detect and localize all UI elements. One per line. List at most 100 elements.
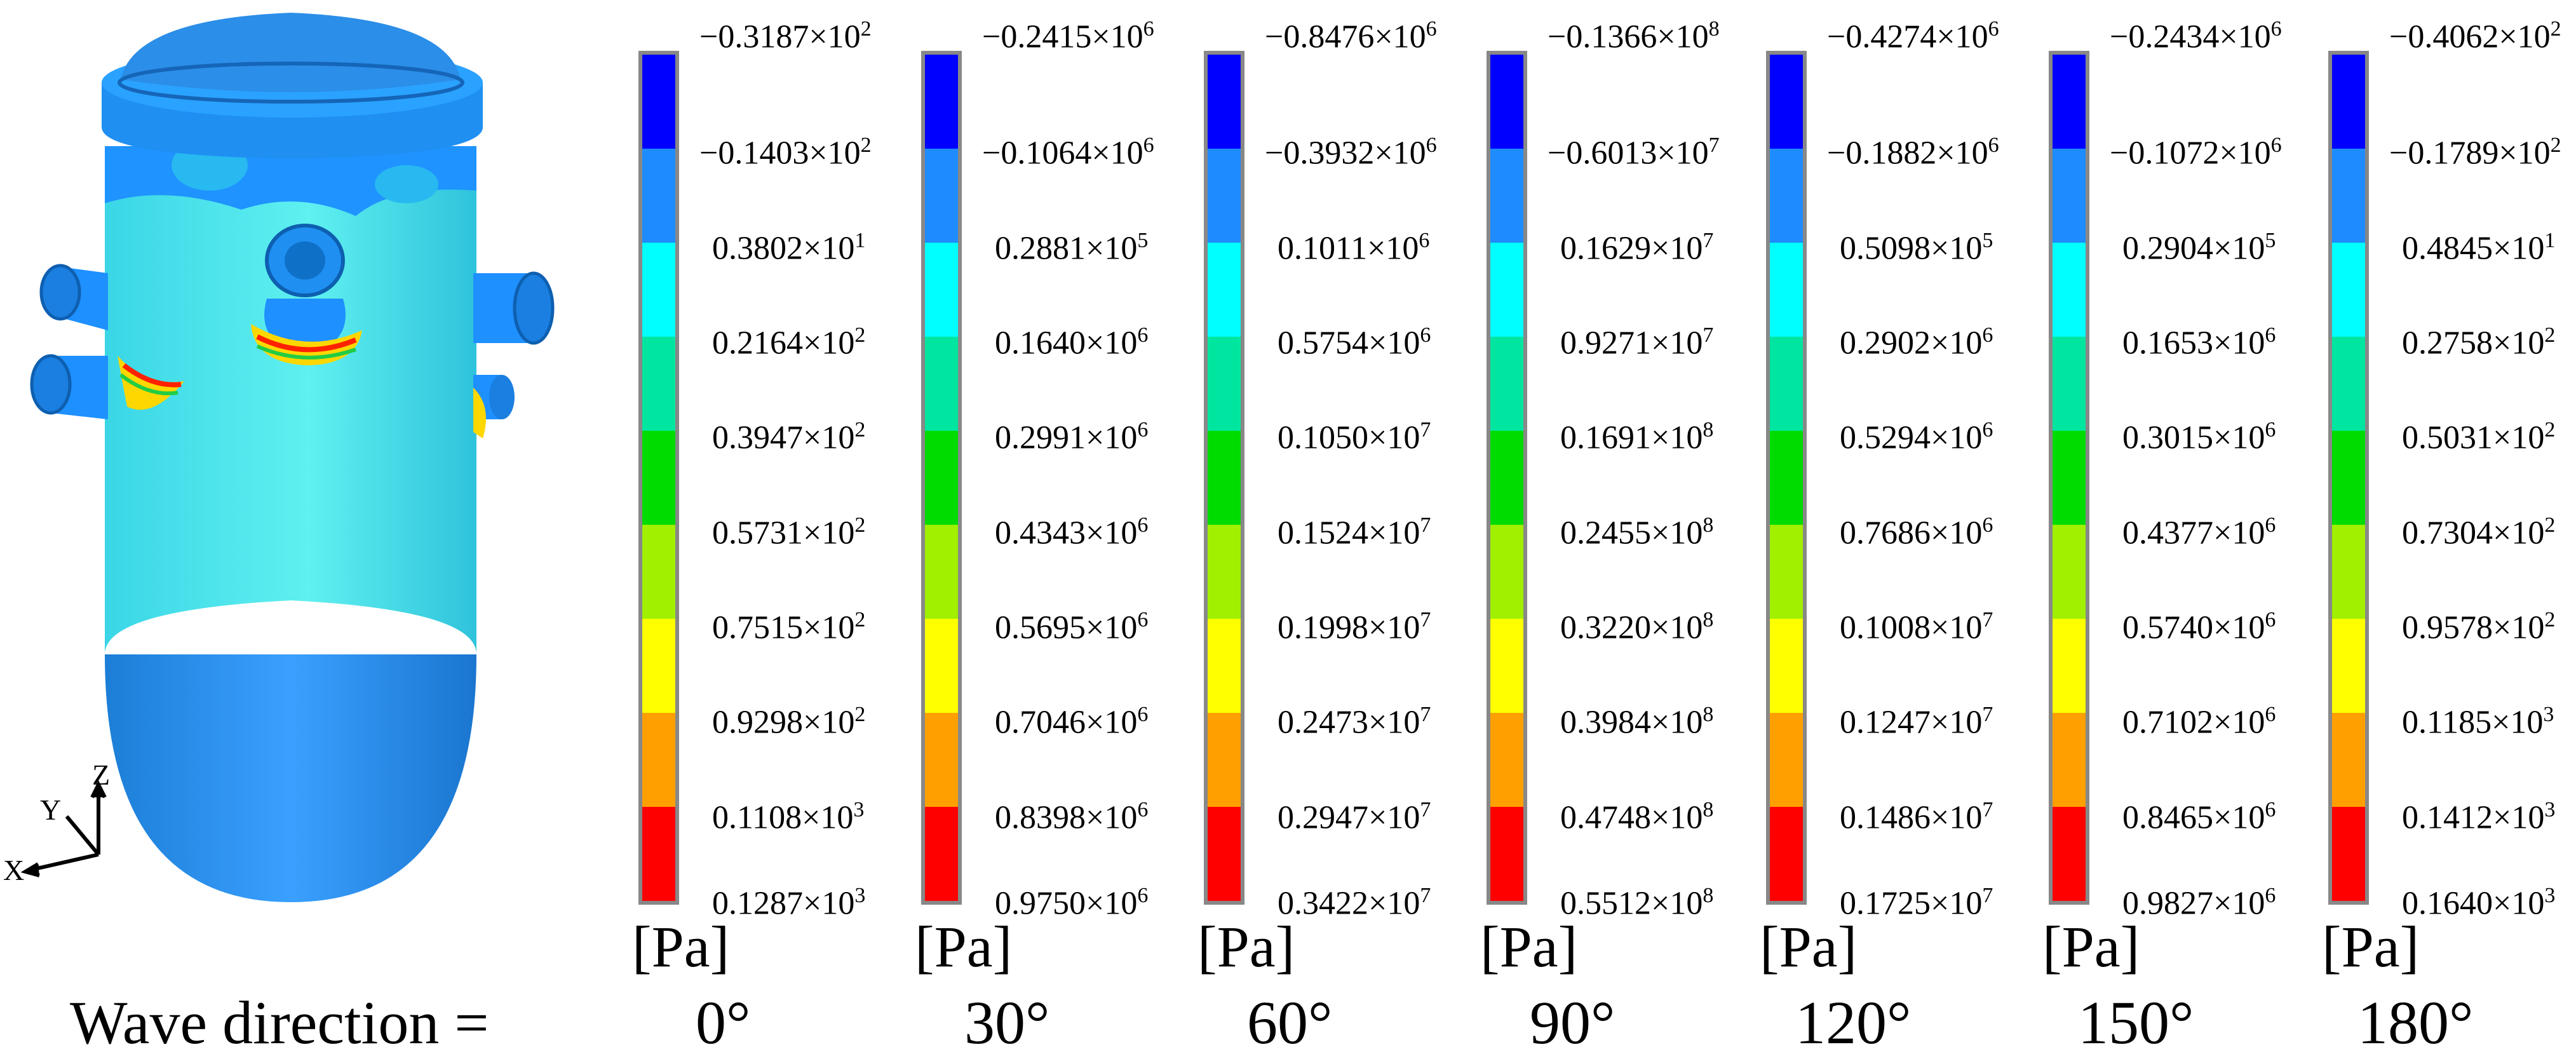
closure-head xyxy=(121,13,461,92)
tick-mantissa: 0.1629×10 xyxy=(1560,229,1703,266)
tick-exponent: 7 xyxy=(1982,608,1993,632)
tick-mantissa: −0.2434×10 xyxy=(2110,18,2271,55)
colorbar-legend: −0.1366×108 −0.6013×107 0.1629×107 0.9271×1… xyxy=(1480,17,1766,991)
tick-exponent: 3 xyxy=(854,884,866,907)
colorbar-tick-label: 0.9271×107 xyxy=(1560,319,1713,360)
tick-exponent: 6 xyxy=(2270,17,2282,41)
wave-direction-value: 180° xyxy=(2357,989,2474,1057)
colorbar-tick-label: 0.3947×102 xyxy=(712,414,865,454)
bottom-head xyxy=(105,654,476,902)
tick-mantissa: 0.1691×10 xyxy=(1560,419,1703,456)
tick-mantissa: 0.5098×10 xyxy=(1840,229,1983,266)
tick-mantissa: 0.4845×10 xyxy=(2402,229,2545,266)
tick-mantissa: 0.3802×10 xyxy=(712,229,855,266)
tick-exponent: 6 xyxy=(1137,418,1149,442)
colorbar-band xyxy=(1490,431,1523,525)
colorbar-tick-label: 0.5294×106 xyxy=(1840,414,1993,454)
tick-exponent: 1 xyxy=(2544,228,2556,252)
wave-direction-value: 90° xyxy=(1530,989,1615,1057)
colorbar-tick-label: 0.7046×106 xyxy=(995,698,1148,739)
colorbar-tick-label: −0.1403×102 xyxy=(699,129,872,170)
colorbar-tick-label: 0.2164×102 xyxy=(712,319,865,360)
tick-mantissa: 0.1008×10 xyxy=(1840,609,1983,646)
tick-exponent: 2 xyxy=(854,323,866,347)
tick-mantissa: 0.1486×10 xyxy=(1840,799,1983,835)
tick-mantissa: 0.5754×10 xyxy=(1278,325,1420,362)
colorbar-tick-label: −0.1789×102 xyxy=(2389,129,2561,170)
colorbar-band xyxy=(1770,149,1803,243)
colorbar-band xyxy=(925,337,958,431)
unit-label: [Pa] xyxy=(915,914,1013,979)
colorbar-tick-label: 0.2902×106 xyxy=(1840,319,1993,360)
colorbar-band xyxy=(2053,619,2086,713)
colorbar-band xyxy=(1490,243,1523,337)
tick-mantissa: 0.7102×10 xyxy=(2122,704,2265,741)
tick-mantissa: 0.2947×10 xyxy=(1278,799,1420,835)
colorbar-band xyxy=(642,713,675,807)
colorbar-tick-label: 0.1412×103 xyxy=(2402,794,2555,834)
tick-exponent: 7 xyxy=(1420,418,1431,442)
unit-label: [Pa] xyxy=(2322,914,2420,979)
tick-exponent: 3 xyxy=(853,797,865,821)
tick-mantissa: 0.9827×10 xyxy=(2122,885,2265,922)
tick-exponent: 3 xyxy=(2543,703,2554,727)
colorbar-tick-label: −0.3187×102 xyxy=(699,13,872,53)
tick-exponent: 6 xyxy=(1982,513,1993,537)
colorbar-tick-label: 0.2758×102 xyxy=(2402,319,2555,360)
colorbar-tick-label: 0.4377×106 xyxy=(2122,509,2276,550)
colorbar-tick-label: −0.2415×106 xyxy=(982,13,1154,53)
tick-mantissa: 0.2902×10 xyxy=(1840,325,1983,362)
top-nozzle-center xyxy=(251,224,362,365)
colorbar-tick-label: 0.2473×107 xyxy=(1278,698,1431,739)
colorbar xyxy=(1487,51,1527,905)
tick-exponent: 2 xyxy=(854,513,866,537)
colorbar-band xyxy=(925,619,958,713)
tick-exponent: 7 xyxy=(1420,513,1431,537)
colorbar-tick-label: 0.1524×107 xyxy=(1278,509,1431,550)
colorbar-band xyxy=(642,337,675,431)
tick-exponent: 2 xyxy=(854,418,866,442)
tick-exponent: 7 xyxy=(1420,608,1431,632)
tick-mantissa: −0.1882×10 xyxy=(1827,135,1988,172)
tick-mantissa: 0.1653×10 xyxy=(2122,325,2265,362)
colorbar-tick-label: −0.4062×102 xyxy=(2389,13,2561,53)
tick-exponent: 8 xyxy=(1703,797,1714,821)
colorbar xyxy=(1766,51,1807,905)
cylindrical-shell xyxy=(105,146,476,654)
tick-exponent: 6 xyxy=(1137,884,1149,907)
tick-exponent: 1 xyxy=(854,228,866,252)
colorbar-band xyxy=(2053,525,2086,619)
colorbar-tick-label: −0.3932×106 xyxy=(1265,129,1437,170)
colorbar-legend: −0.4274×106 −0.1882×106 0.5098×105 0.2902×1… xyxy=(1760,17,2046,991)
tick-exponent: 7 xyxy=(1420,703,1431,727)
tick-mantissa: 0.5031×10 xyxy=(2402,419,2545,456)
tick-mantissa: 0.9750×10 xyxy=(995,885,1138,922)
tick-exponent: 8 xyxy=(1703,884,1714,907)
colorbar-tick-label: 0.5031×102 xyxy=(2402,414,2555,454)
colorbar-band xyxy=(1770,243,1803,337)
tick-mantissa: 0.1287×10 xyxy=(712,885,855,922)
colorbar-legend: −0.4062×102 −0.1789×102 0.4845×101 0.2758×1… xyxy=(2322,17,2576,991)
colorbar-tick-label: 0.5512×108 xyxy=(1560,879,1713,920)
colorbar-band xyxy=(1770,431,1803,525)
colorbar-band xyxy=(1490,807,1523,901)
colorbar-tick-label: 0.1998×107 xyxy=(1278,604,1431,644)
colorbar-band xyxy=(642,619,675,713)
tick-mantissa: 0.1998×10 xyxy=(1278,609,1420,646)
colorbar-tick-label: 0.3015×106 xyxy=(2122,414,2276,454)
colorbar-tick-label: −0.4274×106 xyxy=(1827,13,1999,53)
tick-exponent: 6 xyxy=(2265,884,2276,907)
colorbar-tick-label: 0.1486×107 xyxy=(1840,794,1993,834)
unit-label: [Pa] xyxy=(632,914,730,979)
colorbar-tick-label: 0.1050×107 xyxy=(1278,414,1431,454)
colorbar-band xyxy=(642,431,675,525)
colorbar-tick-label: 0.8398×106 xyxy=(995,794,1148,834)
colorbar-band xyxy=(2053,243,2086,337)
tick-exponent: 6 xyxy=(1137,608,1149,632)
colorbar-band xyxy=(2332,243,2365,337)
wave-direction-value: 150° xyxy=(2078,989,2194,1057)
colorbar-tick-label: 0.2904×105 xyxy=(2122,224,2276,265)
colorbar-tick-label: 0.5740×106 xyxy=(2122,604,2276,644)
tick-mantissa: −0.4274×10 xyxy=(1827,18,1988,55)
colorbar-tick-label: −0.6013×107 xyxy=(1548,129,1720,170)
